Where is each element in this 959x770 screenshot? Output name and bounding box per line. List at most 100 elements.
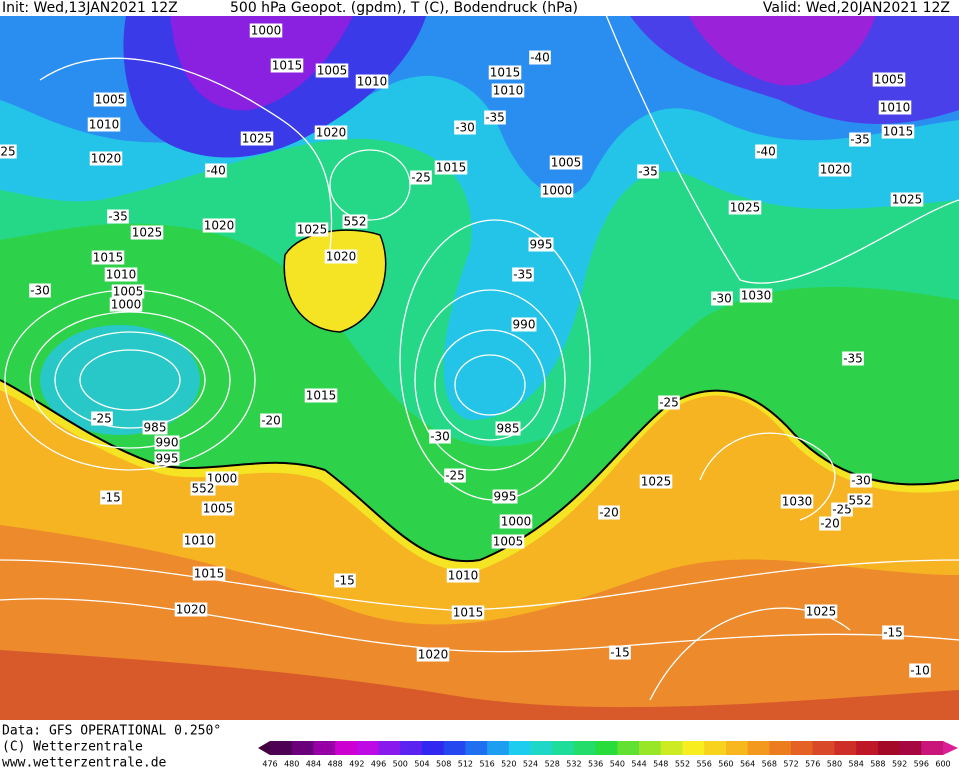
map-title: 500 hPa Geopot. (gpdm), T (C), Bodendruc… [230, 0, 578, 16]
isobar [0, 559, 959, 611]
map: 1000 1015 1005 1010 1005 1010 1025 1020 -40 1020 -… [0, 0, 959, 720]
colorbar-segment [639, 741, 662, 755]
colorbar-segment [769, 741, 792, 755]
map-label-box [739, 288, 773, 303]
map-label-box [104, 267, 138, 282]
colorbar-label: 480 [284, 760, 299, 769]
map-label: 1025 [132, 226, 163, 240]
map-label-box [491, 534, 525, 549]
map-label-box [511, 317, 537, 332]
map-label-box [334, 573, 356, 588]
map-label-box [528, 237, 554, 252]
map-label-box [295, 222, 329, 237]
map-label-box [154, 435, 180, 450]
map-label-box [549, 155, 583, 170]
map-label-box [831, 502, 853, 517]
map-label: -10 [910, 664, 930, 678]
map-label-box [91, 411, 113, 426]
colorbar-label: 576 [805, 760, 820, 769]
isobars [0, 0, 959, 701]
map-label-box [818, 162, 852, 177]
colorbar-label: 588 [870, 760, 885, 769]
colorbar-segment [725, 741, 749, 755]
map-label-box [342, 214, 368, 229]
map-label-box [451, 605, 485, 620]
map-label-box [410, 170, 432, 185]
colorbar-segment [291, 741, 314, 755]
map-label-box [190, 481, 216, 496]
map-label: -35 [843, 352, 863, 366]
map-label: 1015 [436, 161, 467, 175]
map-label-box [804, 604, 838, 619]
copyright: (C) Wetterzentrale [2, 740, 143, 755]
map-label: -25 [832, 503, 852, 517]
isobar [79, 349, 181, 411]
map-label: -35 [850, 133, 870, 147]
map-label-box [639, 474, 673, 489]
map-label: -25 [659, 396, 679, 410]
map-label: -35 [513, 268, 533, 282]
field-purple-east [680, 0, 880, 86]
field-low-west [40, 325, 200, 435]
map-label: 1025 [892, 193, 923, 207]
colorbar-label: 516 [479, 760, 494, 769]
colorbar-label: 548 [653, 760, 668, 769]
map-label-box [355, 74, 389, 89]
map-label: 1020 [176, 603, 207, 617]
map-label-box [202, 218, 236, 233]
colorbar-label: 564 [740, 760, 755, 769]
map-label: 990 [156, 436, 179, 450]
map-label: 1020 [204, 219, 235, 233]
colorbar-label: 508 [436, 760, 451, 769]
map-label: 552 [192, 482, 215, 496]
map-label-box [454, 120, 476, 135]
map-label-box [755, 144, 777, 159]
colorbar-label: 492 [349, 760, 364, 769]
map-label-box [492, 489, 518, 504]
map-label: 1010 [184, 534, 215, 548]
map-label: 1000 [542, 184, 573, 198]
map-label-box [29, 283, 51, 298]
map-label: 1030 [741, 289, 772, 303]
colorbar-label: 520 [501, 760, 516, 769]
colorbar-label: 536 [588, 760, 603, 769]
colorbar-label: 552 [675, 760, 690, 769]
map-label-box [201, 501, 235, 516]
colorbar-end-low [258, 741, 270, 755]
map-label: -20 [820, 517, 840, 531]
map-label: -30 [30, 284, 50, 298]
valid-label: Valid: Wed,20JAN2021 12Z [763, 0, 950, 16]
colorbar-segment [400, 741, 423, 755]
map-label: 1020 [326, 250, 357, 264]
colorbar-segment [313, 741, 336, 755]
map-label-box [488, 65, 522, 80]
map-label: -25 [411, 171, 431, 185]
map-label: -20 [599, 506, 619, 520]
map-label: 1020 [418, 648, 449, 662]
colorbar-label: 476 [262, 760, 277, 769]
colorbar-label: 532 [566, 760, 581, 769]
map-label: -30 [430, 430, 450, 444]
colorbar-segment [335, 741, 358, 755]
init-label: Init: Wed,13JAN2021 12Z [2, 0, 178, 16]
colorbar-label: 544 [631, 760, 646, 769]
map-label-box [100, 490, 122, 505]
colorbar-segment [356, 741, 380, 755]
map-label: 1015 [306, 389, 337, 403]
header-band [0, 0, 959, 16]
map-label: 995 [530, 238, 553, 252]
map-label-box [444, 468, 466, 483]
map-label-box [89, 151, 123, 166]
isobar [54, 331, 206, 429]
colorbar-label: 572 [783, 760, 798, 769]
colorbar-label: 484 [306, 760, 321, 769]
colorbar-segment [682, 741, 705, 755]
isobar [329, 149, 411, 221]
map-label: -30 [455, 121, 475, 135]
map-label: 1025 [641, 475, 672, 489]
map-label-box [540, 183, 574, 198]
map-label-box [434, 160, 468, 175]
map-label-box [881, 124, 915, 139]
map-label-box [107, 209, 129, 224]
map-label-box [142, 420, 168, 435]
